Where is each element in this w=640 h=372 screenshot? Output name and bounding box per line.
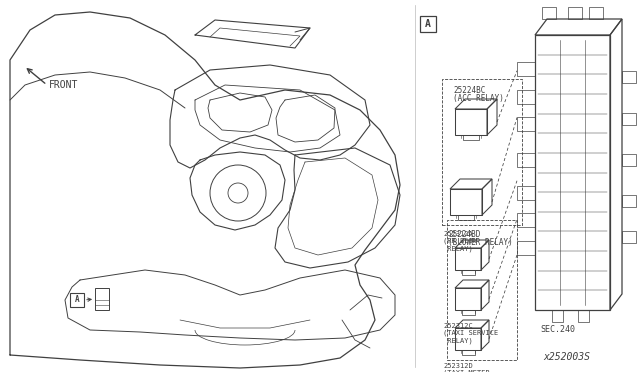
Text: (BLOWER RELAY): (BLOWER RELAY) bbox=[448, 238, 513, 247]
Bar bbox=[517, 241, 535, 255]
Bar bbox=[517, 117, 535, 131]
Bar bbox=[622, 154, 636, 166]
Bar bbox=[517, 62, 535, 76]
Bar bbox=[455, 248, 481, 270]
Bar bbox=[450, 189, 482, 215]
Bar bbox=[552, 310, 563, 322]
Bar bbox=[535, 35, 610, 310]
Text: A: A bbox=[425, 19, 431, 29]
Bar bbox=[420, 16, 436, 32]
Bar bbox=[622, 231, 636, 243]
Bar bbox=[517, 153, 535, 167]
Text: SEC.240: SEC.240 bbox=[540, 325, 575, 334]
Text: 252312A: 252312A bbox=[443, 231, 473, 237]
Text: 252312C: 252312C bbox=[443, 323, 473, 329]
Bar bbox=[622, 195, 636, 207]
Bar bbox=[461, 350, 474, 355]
Bar bbox=[517, 213, 535, 227]
Text: 252312D: 252312D bbox=[443, 363, 473, 369]
Bar bbox=[455, 328, 481, 350]
Bar bbox=[589, 7, 602, 19]
Text: x252003S: x252003S bbox=[543, 352, 590, 362]
Bar bbox=[622, 112, 636, 125]
Bar bbox=[461, 310, 474, 315]
Bar bbox=[578, 310, 589, 322]
Bar bbox=[542, 7, 556, 19]
Bar bbox=[455, 109, 487, 135]
Text: 25224BC: 25224BC bbox=[453, 86, 485, 95]
Bar bbox=[455, 288, 481, 310]
Bar bbox=[461, 270, 474, 275]
Text: (TAXI METER: (TAXI METER bbox=[443, 370, 490, 372]
Bar bbox=[622, 71, 636, 83]
Bar bbox=[95, 288, 109, 310]
Bar bbox=[70, 293, 84, 307]
Text: 25224BD: 25224BD bbox=[448, 230, 481, 239]
Text: (ACC RELAY): (ACC RELAY) bbox=[453, 94, 504, 103]
Bar bbox=[463, 135, 479, 140]
Bar bbox=[447, 220, 517, 360]
Text: FRONT: FRONT bbox=[49, 80, 78, 90]
Bar bbox=[517, 90, 535, 103]
Text: (TAXI SERVICE: (TAXI SERVICE bbox=[443, 330, 499, 337]
Text: A: A bbox=[75, 295, 79, 305]
Bar bbox=[442, 79, 522, 225]
Text: RELAY): RELAY) bbox=[443, 245, 473, 251]
Text: RELAY): RELAY) bbox=[443, 337, 473, 343]
Bar bbox=[517, 186, 535, 200]
Bar bbox=[568, 7, 582, 19]
Text: (RR BLOW: (RR BLOW bbox=[443, 238, 477, 244]
Bar bbox=[458, 215, 474, 220]
